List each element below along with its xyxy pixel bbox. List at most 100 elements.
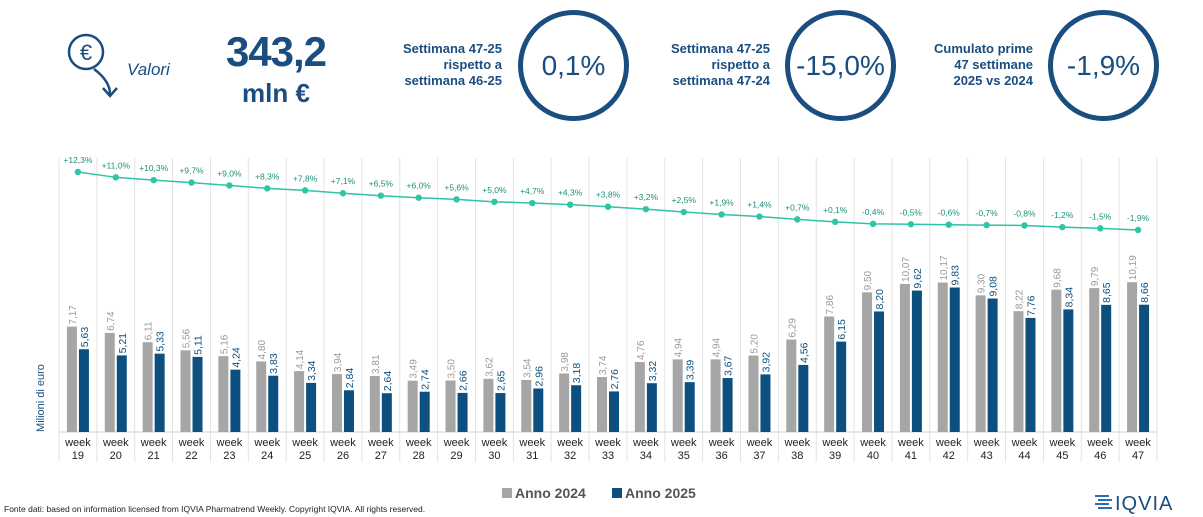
cumulative-point (604, 203, 612, 210)
cumulative-point (945, 221, 952, 228)
cumulative-label: +4,7% (520, 186, 545, 196)
x-tick-label: week (405, 437, 432, 449)
x-tick-label: 28 (413, 450, 425, 462)
bar-2025 (874, 311, 885, 432)
kpi-box-3-label-line: 2025 vs 2024 (953, 73, 1033, 88)
cumulative-label: +0,1% (823, 205, 848, 215)
cumulative-point (831, 218, 839, 226)
data-label-2025: 2,65 (495, 370, 507, 391)
kpi-box-2-value: -15,0% (796, 49, 885, 81)
x-tick-label: 45 (1056, 450, 1068, 462)
x-tick-label: week (102, 437, 129, 449)
cumulative-label: +5,6% (444, 182, 469, 192)
bar-2024 (634, 362, 645, 432)
data-label-2025: 2,66 (458, 370, 470, 391)
cumulative-point (642, 205, 650, 213)
kpi-box-3-label: Cumulato prime 47 settimane 2025 vs 2024 (905, 41, 1033, 89)
bar-2024 (975, 295, 986, 432)
data-label-2025: 7,76 (1025, 295, 1037, 316)
x-tick-label: 40 (867, 450, 879, 462)
cumulative-label: +0,7% (785, 202, 810, 212)
kpi-box-1-label-line: settimana 46-25 (404, 73, 502, 88)
bar-2025 (798, 364, 809, 432)
x-tick-label: 25 (299, 450, 311, 462)
data-label-2025: 3,39 (685, 360, 697, 381)
x-tick-label: week (1086, 437, 1113, 449)
bar-2025 (78, 349, 89, 432)
bar-2025 (419, 391, 430, 432)
kpi-box-2-label: Settimana 47-25 rispetto a settimana 47-… (640, 41, 770, 89)
cumulative-label: -0,5% (900, 207, 923, 217)
kpi-unit: mln € (242, 78, 310, 108)
cumulative-point (491, 198, 498, 206)
x-tick-label: week (897, 437, 924, 449)
cumulative-label: +11,0% (102, 160, 131, 170)
bar-2024 (786, 339, 797, 432)
x-tick-label: 26 (337, 450, 349, 462)
bar-2024 (862, 292, 873, 432)
bar-2024 (521, 379, 532, 432)
iqvia-logo: IQVIA (1095, 493, 1172, 514)
x-tick-label: week (291, 437, 318, 449)
data-label-2024: 3,98 (560, 352, 571, 372)
cumulative-point (1059, 223, 1066, 231)
x-tick-label: 41 (905, 450, 917, 462)
bar-2024 (937, 282, 948, 432)
x-tick-label: week (746, 437, 773, 449)
x-tick-label: 47 (1132, 450, 1144, 462)
kpi-box-2-circle: -15,0% (785, 10, 896, 121)
legend-item-2025: Anno 2025 (612, 485, 696, 501)
kpi-box-1-label: Settimana 47-25 rispetto a settimana 46-… (372, 41, 502, 89)
data-label-2025: 2,64 (382, 371, 394, 392)
bar-2025 (609, 391, 619, 432)
legend-swatch-2024 (502, 488, 512, 498)
bar-2025 (684, 382, 695, 432)
kpi-box-3-label-line: 47 settimane (954, 57, 1033, 72)
cumulative-point (112, 174, 119, 181)
x-tick-label: 32 (564, 450, 576, 462)
x-tick-label: week (178, 437, 205, 449)
x-tick-label: week (556, 437, 583, 449)
data-label-2024: 10,17 (939, 255, 950, 280)
cumulative-label: +12,3% (63, 155, 93, 165)
bar-2024 (824, 316, 835, 432)
bar-2024 (256, 361, 267, 432)
bar-2025 (722, 378, 733, 432)
data-label-2024: 5,20 (749, 334, 760, 354)
kpi-value: 343,2 (225, 28, 327, 75)
x-tick-label: week (821, 437, 848, 449)
cumulative-point (301, 187, 309, 194)
data-label-2024: 6,74 (106, 311, 117, 331)
x-tick-label: week (859, 437, 886, 449)
cumulative-label: +1,9% (709, 197, 734, 207)
x-tick-label: week (935, 437, 962, 449)
data-label-2024: 9,50 (863, 270, 874, 290)
data-label-2024: 6,11 (144, 321, 155, 340)
data-label-2025: 8,34 (1063, 287, 1075, 308)
x-tick-label: week (140, 437, 167, 449)
x-tick-label: week (973, 437, 1000, 449)
x-tick-label: 27 (375, 450, 387, 462)
bar-2025 (343, 390, 354, 432)
x-tick-label: 44 (1018, 450, 1030, 462)
cumulative-point (718, 211, 725, 218)
kpi-box-3-label-line: Cumulato prime (934, 41, 1033, 56)
bar-2024 (1013, 311, 1024, 432)
cumulative-label: +7,1% (331, 176, 356, 186)
svg-text:€: € (80, 40, 92, 65)
bar-2024 (1051, 289, 1062, 432)
x-tick-label: week (329, 437, 356, 449)
weekly-chart: 7,175,63 6,745,21 6,115,33 5,56 5,11 5,164,24… (35, 155, 1158, 462)
x-tick-label: 39 (829, 450, 841, 462)
cumulative-label: +9,0% (217, 168, 242, 178)
data-label-2025: 3,67 (723, 355, 735, 376)
bar-2024 (1089, 288, 1100, 432)
data-label-2025: 5,33 (155, 331, 167, 352)
y-axis-label: Milioni di euro (35, 364, 47, 432)
data-label-2024: 4,76 (636, 340, 647, 360)
bar-2025 (1139, 304, 1150, 432)
x-tick-label: 31 (526, 450, 538, 462)
bar-2024 (445, 380, 456, 432)
bar-2024 (180, 350, 191, 432)
cumulative-label: -1,2% (1051, 210, 1074, 220)
